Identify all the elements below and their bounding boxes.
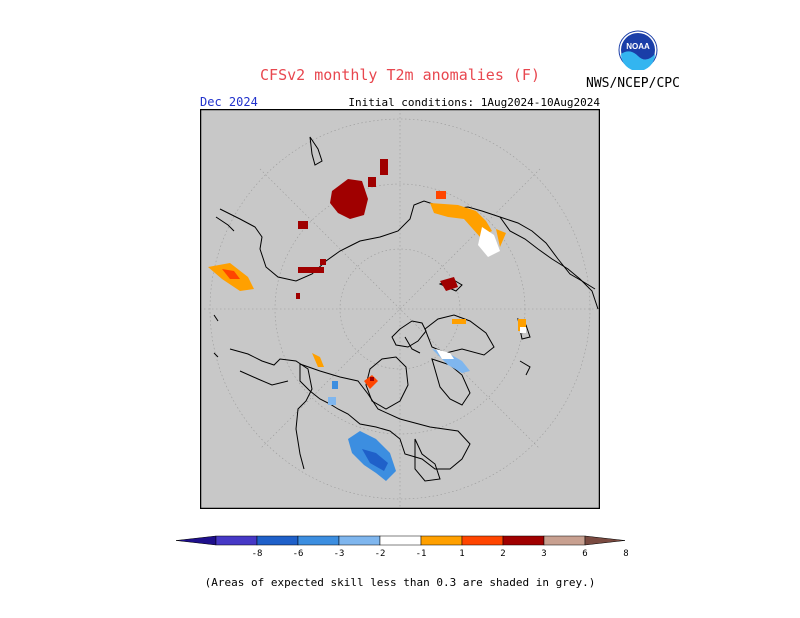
- colorbar-tick-label: 6: [582, 549, 587, 558]
- footnote: (Areas of expected skill less than 0.3 a…: [204, 576, 596, 589]
- colorbar-swatch: [215, 535, 258, 546]
- initial-conditions-label: Initial conditions: 1Aug2024-10Aug2024: [348, 96, 600, 109]
- noaa-logo: NOAA: [618, 30, 658, 74]
- colorbar-tick-label: -1: [416, 549, 427, 558]
- svg-text:NOAA: NOAA: [626, 42, 650, 51]
- colorbar-tick-label: -6: [293, 549, 304, 558]
- organization-label: NWS/NCEP/CPC: [586, 76, 680, 91]
- colorbar: -8 -6 -3 -2 -1 1 2 3 6 8: [175, 534, 629, 562]
- colorbar-tick-label: -3: [334, 549, 345, 558]
- colorbar-swatch: [502, 535, 545, 546]
- chart-title: CFSv2 monthly T2m anomalies (F): [260, 66, 540, 84]
- colorbar-left-arrow: [175, 535, 217, 546]
- colorbar-swatch: [379, 535, 422, 546]
- target-month-label: Dec 2024: [200, 95, 258, 109]
- colorbar-right-arrow: [584, 535, 626, 546]
- colorbar-swatch: [543, 535, 586, 546]
- colorbar-tick-label: 2: [500, 549, 505, 558]
- cold-anomaly-regions: [328, 227, 526, 481]
- warm-anomaly-regions: [208, 159, 526, 389]
- colorbar-tick-label: 3: [541, 549, 546, 558]
- colorbar-swatch: [420, 535, 463, 546]
- colorbar-tick-label: -8: [252, 549, 263, 558]
- polar-map: [199, 108, 601, 510]
- colorbar-swatch: [297, 535, 340, 546]
- graticule: [200, 109, 600, 509]
- colorbar-swatch: [256, 535, 299, 546]
- colorbar-tick-label: 1: [459, 549, 464, 558]
- map-frame: [199, 108, 601, 510]
- colorbar-tick-label: 8: [623, 549, 628, 558]
- colorbar-swatch: [338, 535, 381, 546]
- colorbar-swatch: [461, 535, 504, 546]
- colorbar-tick-label: -2: [375, 549, 386, 558]
